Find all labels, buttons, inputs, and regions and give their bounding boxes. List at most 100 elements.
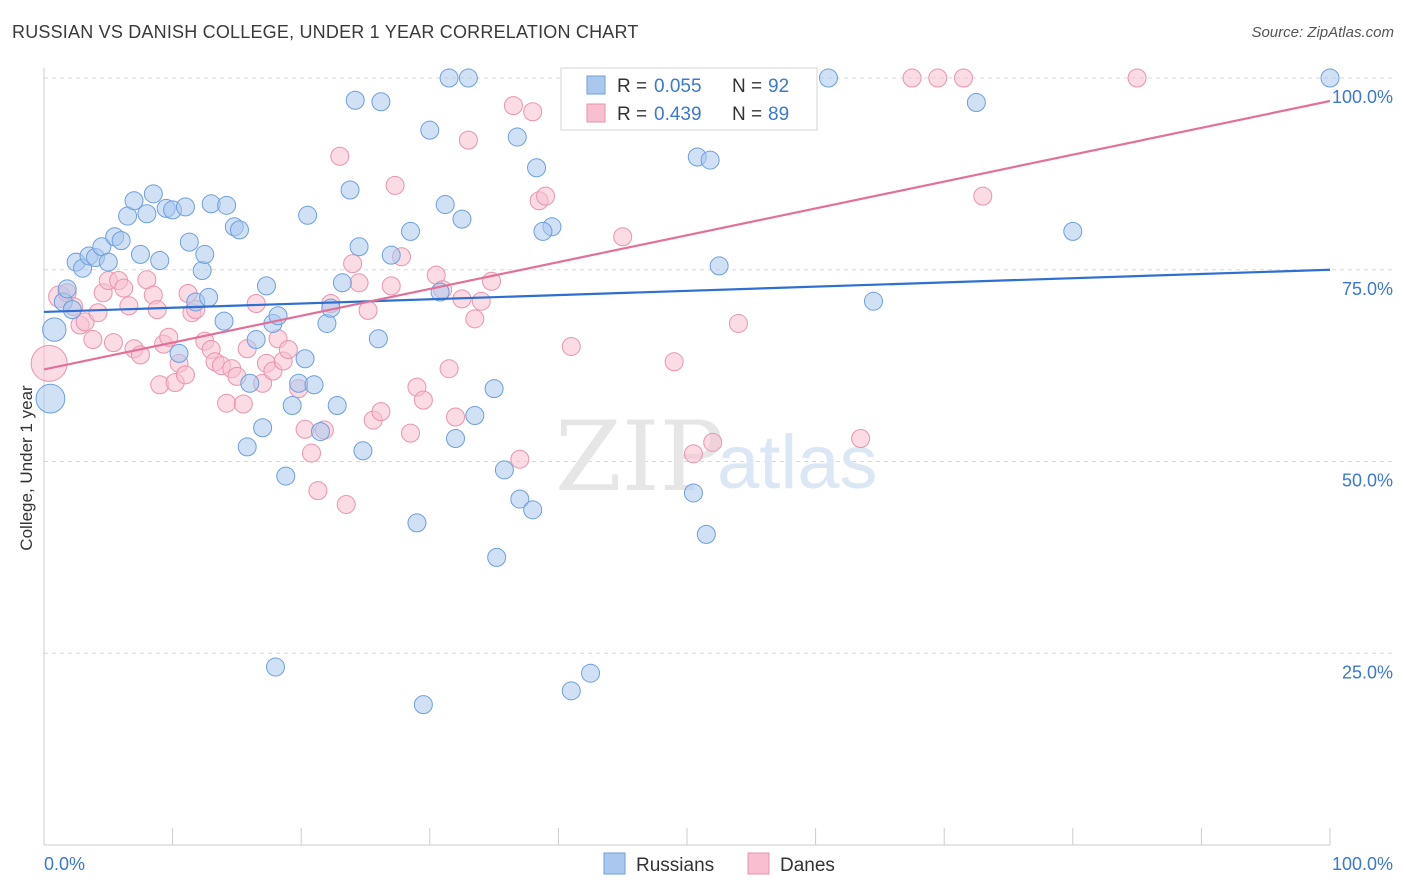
- danes-point: [928, 68, 948, 88]
- danes-point: [1127, 68, 1147, 88]
- russians-point: [465, 405, 485, 425]
- russians-point: [1320, 68, 1340, 88]
- danes-point: [561, 336, 581, 356]
- russians-point: [42, 317, 67, 342]
- russians-point: [510, 489, 530, 509]
- danes-point: [233, 394, 253, 414]
- russians-point: [340, 180, 360, 200]
- danes-points: [30, 68, 1147, 514]
- russians-point: [310, 422, 330, 442]
- russians-legend-swatch: [586, 75, 606, 95]
- danes-point: [114, 278, 134, 298]
- danes-point: [88, 303, 108, 323]
- russians-point: [150, 251, 170, 271]
- danes-point: [703, 432, 723, 452]
- danes-point: [851, 428, 871, 448]
- y-tick-label: 100.0%: [1332, 87, 1393, 107]
- x-tick-label: 100.0%: [1332, 854, 1393, 874]
- danes-point: [446, 407, 466, 427]
- russians-point: [435, 195, 455, 215]
- danes-point: [385, 175, 405, 195]
- russians-point: [401, 221, 421, 241]
- russians-point: [484, 379, 504, 399]
- russians-point: [420, 120, 440, 140]
- stats-legend: R = 0.055 N = 92 R = 0.439 N = 89: [560, 67, 818, 131]
- russians-point: [494, 460, 514, 480]
- danes-swatch: [747, 852, 770, 875]
- y-tick-label: 50.0%: [1342, 471, 1393, 491]
- russians-point: [304, 375, 324, 395]
- x-tick-label: 0.0%: [44, 854, 85, 874]
- russians-point: [256, 276, 276, 296]
- danes-point: [465, 309, 485, 329]
- russians-point: [349, 237, 369, 257]
- danes-point: [75, 312, 95, 332]
- russians-point: [62, 300, 82, 320]
- danes-point: [278, 340, 298, 360]
- danes-point: [728, 313, 748, 333]
- russians-point: [863, 291, 883, 311]
- russians-point: [700, 150, 720, 170]
- russians-point: [561, 681, 581, 701]
- russians-point: [111, 231, 131, 251]
- danes-point: [119, 296, 139, 316]
- russians-point: [683, 483, 703, 503]
- russians-point: [179, 232, 199, 252]
- danes-point: [147, 300, 167, 320]
- russians-swatch: [603, 852, 626, 875]
- danes-point: [413, 390, 433, 410]
- russians-point: [452, 209, 472, 229]
- russians-points: [35, 68, 1340, 715]
- russians-point: [368, 329, 388, 349]
- russians-point: [527, 158, 547, 178]
- danes-point: [523, 102, 543, 122]
- russians-n-value: 92: [768, 76, 789, 97]
- russians-point: [345, 90, 365, 110]
- danes-trend-line: [43, 99, 1331, 371]
- danes-point: [336, 494, 356, 514]
- danes-point: [458, 130, 478, 150]
- russians-point: [276, 466, 296, 486]
- danes-point: [343, 254, 363, 274]
- russians-point: [237, 437, 257, 457]
- axes: [43, 68, 1331, 846]
- russians-point: [381, 245, 401, 265]
- russians-point: [458, 68, 478, 88]
- russians-point: [709, 256, 729, 276]
- danes-point: [301, 443, 321, 463]
- chart-title: RUSSIAN VS DANISH COLLEGE, UNDER 1 YEAR …: [12, 22, 639, 42]
- russians-point: [523, 500, 543, 520]
- russians-point: [332, 273, 352, 293]
- danes-point: [103, 333, 123, 353]
- russians-point: [353, 441, 373, 461]
- russians-point: [137, 204, 157, 224]
- danes-point: [175, 365, 195, 385]
- y-axis-label: College, Under 1 year: [17, 385, 36, 551]
- russians-point: [446, 428, 466, 448]
- russians-trend-line: [43, 268, 1331, 314]
- danes-point: [471, 291, 491, 311]
- danes-point: [439, 359, 459, 379]
- y-tick-label: 75.0%: [1342, 279, 1393, 299]
- russians-point: [295, 349, 315, 369]
- danes-point: [401, 423, 421, 443]
- russians-point: [298, 205, 318, 225]
- russians-point: [407, 513, 427, 533]
- russians-point: [57, 279, 77, 299]
- russians-point: [487, 547, 507, 567]
- danes-point: [902, 68, 922, 88]
- danes-point: [308, 481, 328, 501]
- russians-point: [240, 373, 260, 393]
- tick-labels: 25.0% 50.0% 75.0% 100.0% 0.0% 100.0%: [44, 87, 1393, 874]
- series-legend: Russians Danes: [603, 852, 835, 876]
- russians-point: [253, 418, 273, 438]
- russians-point: [371, 92, 391, 112]
- danes-legend-swatch: [586, 103, 606, 123]
- danes-point: [664, 352, 684, 372]
- russians-r-value: 0.055: [654, 76, 702, 97]
- danes-point: [330, 146, 350, 166]
- danes-point: [510, 449, 530, 469]
- danes-point: [613, 227, 633, 247]
- danes-legend-label: Danes: [780, 855, 835, 876]
- russians-point: [413, 695, 433, 715]
